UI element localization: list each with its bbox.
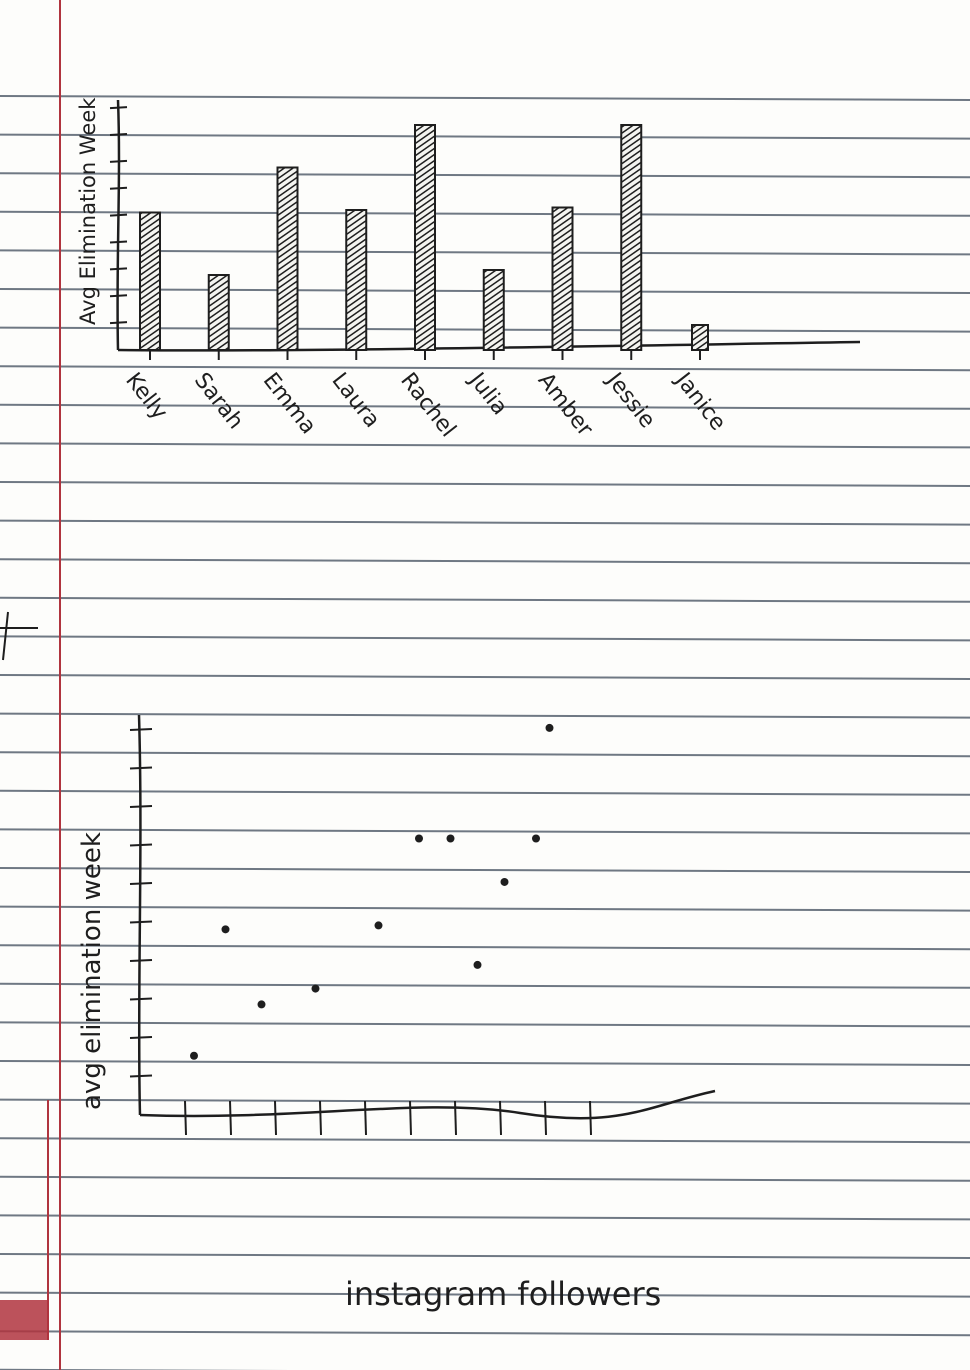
scatter-chart: avg elimination week instagram followers bbox=[77, 714, 716, 1313]
scatter-chart-y-tick bbox=[129, 805, 153, 808]
scatter-chart-x-tick bbox=[589, 1100, 592, 1136]
rule-line bbox=[0, 442, 970, 449]
scatter-chart-x-ticks bbox=[184, 1100, 592, 1136]
bar-chart-y-axis-label: Avg Elimination Week bbox=[76, 97, 100, 325]
rule-line bbox=[0, 481, 970, 487]
rule-line bbox=[0, 1253, 970, 1259]
rule-line bbox=[0, 1137, 970, 1144]
scatter-point bbox=[257, 1000, 266, 1009]
scatter-chart-points bbox=[190, 723, 554, 1060]
scatter-chart-y-tick bbox=[129, 1036, 153, 1039]
margin-corner-mark bbox=[0, 1300, 48, 1340]
ruled-lines bbox=[0, 95, 970, 1370]
scatter-chart-x-tick bbox=[499, 1100, 502, 1136]
bar bbox=[207, 274, 230, 351]
rule-line bbox=[0, 867, 970, 873]
rule-line bbox=[0, 828, 970, 835]
scatter-chart-x-tick bbox=[364, 1100, 367, 1136]
rule-line bbox=[0, 95, 970, 101]
scatter-chart-y-tick bbox=[129, 1074, 153, 1078]
scatter-chart-y-tick bbox=[129, 728, 153, 731]
scatter-chart-y-ticks bbox=[129, 728, 153, 1078]
bar-chart-bars bbox=[139, 124, 709, 351]
rule-line bbox=[0, 249, 970, 256]
scatter-point bbox=[473, 960, 482, 969]
rule-line bbox=[0, 751, 970, 758]
scatter-point bbox=[545, 723, 554, 732]
bar-chart-y-tick bbox=[109, 186, 128, 190]
rule-line bbox=[0, 403, 970, 410]
rule-line bbox=[0, 133, 970, 140]
bar bbox=[691, 324, 709, 351]
rule-line bbox=[0, 519, 970, 526]
rule-line bbox=[0, 210, 970, 217]
bar-chart-axes bbox=[116, 99, 861, 352]
scatter-point bbox=[311, 984, 320, 993]
bar-chart-y-tick bbox=[109, 213, 128, 217]
scatter-chart-y-axis bbox=[137, 714, 142, 1116]
scatter-chart-x-tick bbox=[229, 1100, 232, 1136]
scatter-chart-x-tick bbox=[454, 1100, 457, 1136]
bar bbox=[139, 211, 161, 351]
scatter-point bbox=[446, 834, 455, 843]
scatter-point bbox=[221, 925, 230, 934]
scatter-chart-y-tick bbox=[129, 959, 153, 962]
bar bbox=[620, 124, 643, 351]
scatter-chart-y-tick bbox=[129, 920, 153, 924]
scatter-chart-x-axis bbox=[139, 1089, 716, 1120]
rule-line bbox=[0, 944, 970, 951]
margin-scribble bbox=[0, 611, 38, 661]
rule-line bbox=[0, 674, 970, 680]
rule-line bbox=[0, 1175, 970, 1182]
scatter-chart-x-tick bbox=[409, 1100, 412, 1136]
bar-chart-y-tick bbox=[109, 106, 128, 110]
bar bbox=[276, 166, 299, 351]
scatter-chart-x-tick bbox=[274, 1100, 277, 1136]
rule-line bbox=[0, 1214, 970, 1221]
bar-chart-y-tick bbox=[109, 132, 128, 136]
scatter-chart-y-axis-label: avg elimination week bbox=[77, 832, 107, 1110]
rule-line bbox=[0, 365, 970, 372]
bar-chart-y-axis bbox=[116, 99, 121, 351]
rule-line bbox=[0, 635, 970, 642]
scatter-point bbox=[500, 877, 509, 886]
bar bbox=[414, 124, 436, 351]
bar-chart-y-tick bbox=[109, 267, 128, 271]
scatter-point bbox=[190, 1051, 198, 1060]
scatter-chart-y-tick bbox=[129, 843, 153, 847]
scatter-point bbox=[374, 921, 383, 930]
scatter-chart-y-tick bbox=[129, 997, 153, 1001]
bar-chart-y-tick bbox=[109, 294, 128, 298]
scatter-chart-x-axis-label: instagram followers bbox=[345, 1275, 661, 1313]
bar-chart-y-tick bbox=[109, 321, 128, 325]
bar-chart-y-tick bbox=[109, 240, 128, 244]
rule-line bbox=[0, 1021, 970, 1028]
scatter-point bbox=[415, 834, 423, 843]
rule-line bbox=[0, 789, 970, 796]
bar-chart-y-tick bbox=[109, 159, 128, 163]
bar-chart-x-axis bbox=[117, 340, 861, 352]
rule-line bbox=[0, 905, 970, 912]
rule-line bbox=[0, 172, 970, 179]
rule-line bbox=[0, 1291, 970, 1298]
bar bbox=[482, 269, 505, 351]
rule-line bbox=[0, 712, 970, 719]
rule-line bbox=[0, 1330, 970, 1337]
rule-line bbox=[0, 1098, 970, 1105]
bar bbox=[551, 206, 574, 351]
rule-line bbox=[0, 558, 970, 565]
rule-line bbox=[0, 596, 970, 603]
scatter-chart-x-tick bbox=[544, 1100, 547, 1136]
rule-line bbox=[0, 1060, 970, 1066]
rule-line bbox=[0, 982, 970, 989]
scatter-chart-x-tick bbox=[184, 1100, 187, 1136]
scatter-chart-y-tick bbox=[129, 766, 153, 770]
scatter-chart-x-tick bbox=[319, 1100, 322, 1136]
scatter-chart-y-tick bbox=[129, 882, 153, 885]
bar bbox=[345, 209, 368, 351]
scatter-point bbox=[532, 834, 540, 843]
